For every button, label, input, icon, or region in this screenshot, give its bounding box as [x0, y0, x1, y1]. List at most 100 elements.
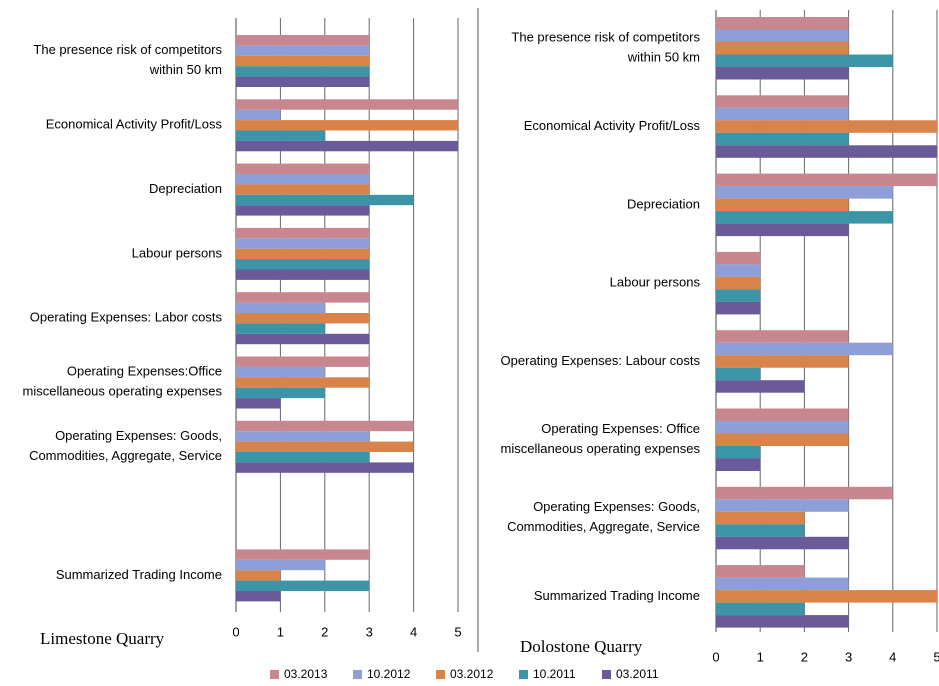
legend-label: 10.2011	[533, 667, 576, 681]
bar	[236, 66, 370, 77]
bar	[236, 333, 370, 345]
bar	[716, 42, 849, 55]
bar	[236, 570, 281, 581]
bar	[716, 289, 761, 302]
category-label: Depreciation	[149, 181, 222, 196]
x-tick-label: 1	[757, 649, 764, 664]
text-line: The presence risk of competitors	[511, 30, 700, 45]
bar	[236, 452, 370, 463]
bar	[236, 302, 325, 313]
category-label: Depreciation	[627, 196, 700, 211]
legend-swatch	[436, 670, 445, 679]
bar	[716, 524, 805, 537]
bar	[236, 313, 370, 324]
x-tick-label: 2	[801, 649, 808, 664]
bar	[716, 615, 849, 628]
bar	[236, 120, 458, 131]
text-line: Operating Expenses:Office	[67, 364, 222, 379]
bar	[716, 107, 849, 121]
x-tick-label: 1	[277, 624, 284, 639]
chart-title: Dolostone Quarry	[520, 637, 643, 656]
category-label: Labour persons	[610, 275, 701, 290]
bar	[236, 174, 370, 185]
category-label: Labour persons	[132, 245, 223, 260]
text-line: within 50 km	[627, 50, 700, 65]
bar	[716, 367, 761, 381]
bar	[716, 458, 761, 471]
bar	[236, 205, 370, 216]
x-tick-label: 0	[232, 624, 239, 639]
bar	[236, 387, 325, 399]
x-tick-label: 5	[454, 624, 461, 639]
category-label: The presence risk of competitors within 5…	[33, 42, 222, 77]
bar	[236, 441, 414, 452]
bar	[236, 580, 370, 591]
bar	[236, 140, 458, 152]
bar	[716, 251, 761, 265]
category-label: Operating Expenses:Office miscellaneous o…	[23, 364, 223, 399]
bar	[716, 211, 893, 224]
legend-swatch	[602, 670, 611, 679]
legend-swatch	[519, 670, 528, 679]
bar	[236, 35, 370, 46]
legend-label: 03.2012	[450, 667, 494, 681]
bar	[236, 259, 370, 270]
text-line: Operating Expenses: Goods,	[533, 499, 700, 514]
bar	[716, 67, 849, 80]
category-label: Summarized Trading Income	[534, 588, 700, 603]
bar	[716, 173, 937, 187]
text-line: Operating Expenses: Goods,	[55, 428, 222, 443]
bar	[716, 145, 937, 158]
bar	[716, 499, 849, 512]
bar	[236, 431, 370, 442]
category-label: Economical Activity Profit/Loss	[524, 118, 701, 133]
bar	[236, 238, 370, 249]
x-tick-label: 5	[933, 649, 939, 664]
bar	[716, 342, 893, 356]
legend-swatch	[270, 670, 279, 679]
bar	[236, 184, 370, 195]
bar	[716, 536, 849, 550]
text-line: The presence risk of competitors	[33, 42, 222, 57]
bar	[716, 264, 761, 277]
category-label: Operating Expenses: Labour costs	[501, 353, 701, 368]
bar	[716, 421, 849, 434]
bar	[236, 292, 370, 303]
text-line: Commodities, Aggregate, Service	[29, 448, 222, 463]
category-label: Summarized Trading Income	[56, 567, 222, 582]
bar	[716, 95, 849, 108]
bar	[236, 549, 370, 560]
bar	[716, 186, 893, 199]
legend-label: 10.2012	[367, 667, 411, 681]
bar	[716, 54, 893, 67]
category-label: The presence risk of competitors within 5…	[511, 30, 700, 65]
bar	[716, 120, 937, 133]
x-tick-label: 2	[321, 624, 328, 639]
bar	[716, 446, 761, 459]
bar	[716, 590, 937, 603]
bar	[716, 577, 849, 591]
bar	[236, 356, 370, 367]
x-tick-label: 3	[845, 649, 852, 664]
bar	[236, 269, 370, 280]
bar	[236, 109, 281, 121]
bar	[716, 29, 849, 42]
bar	[716, 565, 805, 578]
bar	[716, 198, 849, 212]
x-tick-label: 4	[889, 649, 896, 664]
bar	[236, 99, 458, 110]
category-label: Operating Expenses: Office miscellaneous …	[501, 421, 701, 456]
x-tick-label: 4	[410, 624, 417, 639]
bar	[236, 366, 325, 378]
legend-label: 03.2011	[616, 667, 659, 681]
bar	[716, 602, 805, 616]
x-tick-label: 0	[712, 649, 719, 664]
bar	[236, 76, 370, 87]
bar	[236, 163, 370, 174]
bar	[716, 408, 849, 421]
bar	[716, 433, 849, 446]
bar	[716, 276, 761, 290]
text-line: Operating Expenses: Office	[541, 421, 700, 436]
bar	[716, 223, 849, 237]
